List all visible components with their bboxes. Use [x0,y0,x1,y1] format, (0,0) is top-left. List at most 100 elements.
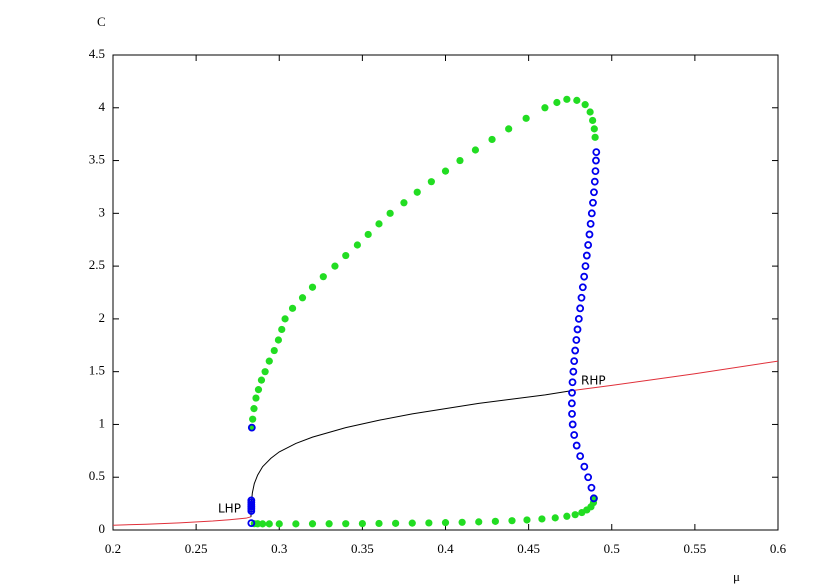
curve [112,516,252,526]
point [408,519,416,527]
point [353,241,361,249]
point [375,220,383,228]
point [458,518,466,526]
point [250,405,258,413]
point [553,98,561,107]
y-tick-label: 2 [99,310,106,325]
point [587,209,596,218]
x-tick-label: 0.25 [185,541,208,556]
point [508,517,516,525]
point [592,156,600,165]
point [386,209,394,217]
point [571,511,579,519]
point [308,283,317,291]
point [278,325,286,334]
x-tick-label: 0.45 [517,541,540,556]
point [281,315,289,323]
point [288,304,297,312]
y-tick-label: 0 [99,521,106,536]
point [580,462,589,471]
point [247,423,256,432]
point [568,409,576,418]
point [570,431,579,439]
point [247,519,256,528]
point [325,520,333,528]
point [522,114,530,122]
curve [571,360,779,392]
x-tick-label: 0.4 [437,541,454,556]
point [259,520,267,528]
y-tick-label: 4 [99,99,106,114]
point [590,125,598,133]
x-tick-label: 0.55 [684,541,707,556]
point [274,336,283,344]
point [523,516,531,524]
point [586,219,595,228]
point [265,520,273,528]
point [275,520,283,528]
point [572,441,581,450]
point [375,519,383,528]
x-tick-label: 0.2 [105,541,121,556]
point [576,304,585,313]
point [582,251,591,260]
point [441,519,450,527]
point [592,148,601,157]
x-tick-label: 0.5 [604,541,620,556]
point [505,125,513,133]
point [331,262,339,270]
point [591,133,599,141]
point [586,108,594,116]
y-tick-label: 1.5 [89,363,105,378]
point [491,517,499,525]
point [298,294,307,302]
point [591,167,600,176]
point [441,167,450,175]
point [471,146,480,154]
point [563,512,571,520]
y-tick-label: 2.5 [89,257,105,272]
point [292,520,300,528]
point [580,272,589,281]
annotation: LHP [218,502,241,516]
point [342,520,350,528]
point [254,386,263,394]
point [413,188,421,196]
point [364,230,372,239]
point [261,368,269,376]
point [578,508,586,517]
point [568,388,576,397]
point [425,519,433,527]
point [571,346,580,355]
point [589,116,597,125]
point [587,483,596,492]
point [488,135,496,144]
point [585,230,594,239]
curve [250,390,572,517]
point [249,415,257,423]
point [456,156,464,165]
point [572,336,581,344]
point [265,357,273,365]
plot-frame [112,54,779,531]
point [270,346,278,355]
y-axis-label: C [97,14,106,29]
point [590,177,599,186]
x-axis-label: μ [733,569,740,584]
point [584,241,593,249]
point [475,518,483,526]
point [590,188,598,197]
point [581,101,589,109]
point [538,515,546,523]
point [581,262,590,271]
y-tick-label: 3.5 [89,152,105,167]
point [568,420,577,429]
point [319,273,327,281]
point [247,496,256,505]
point [252,394,260,402]
point [589,494,598,503]
y-tick-label: 4.5 [89,46,105,61]
x-tick-label: 0.6 [770,541,787,556]
point [578,283,587,292]
